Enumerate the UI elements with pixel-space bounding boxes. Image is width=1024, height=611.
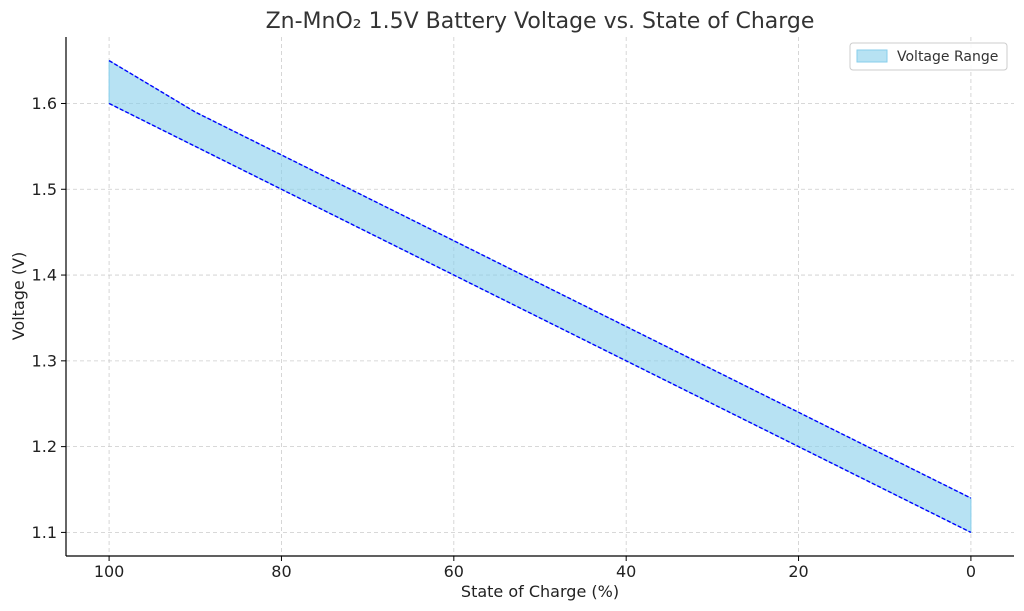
x-tick-label: 40: [616, 562, 636, 581]
x-tick-label: 80: [271, 562, 291, 581]
x-tick-label: 0: [966, 562, 976, 581]
y-tick-label: 1.4: [32, 266, 57, 285]
chart-title: Zn-MnO₂ 1.5V Battery Voltage vs. State o…: [266, 9, 815, 34]
legend-label: Voltage Range: [897, 49, 998, 65]
upper-voltage-line: [108, 59, 972, 499]
legend-swatch: [856, 49, 888, 63]
x-tick-label: 60: [444, 562, 464, 581]
y-axis-title: Voltage (V): [9, 252, 28, 341]
band-boundary-lines: [108, 59, 972, 534]
y-axis-ticks: 1.1 1.2 1.3 1.4 1.5 1.6: [32, 94, 66, 542]
x-axis-title: State of Charge (%): [461, 582, 619, 601]
legend-frame: [849, 42, 1008, 71]
y-tick-label: 1.1: [32, 523, 57, 542]
x-tick-label: 20: [788, 562, 808, 581]
x-axis-ticks: 100 80 60 40 20 0: [94, 556, 976, 581]
axes: [65, 37, 1014, 557]
y-tick-label: 1.2: [32, 437, 57, 456]
lower-voltage-line: [108, 102, 972, 534]
voltage-band: [108, 59, 972, 534]
grid-lines: [66, 37, 1014, 556]
legend: Voltage Range: [849, 42, 1008, 71]
voltage-range-area: [108, 59, 972, 534]
y-tick-label: 1.3: [32, 351, 57, 370]
y-tick-label: 1.6: [32, 94, 57, 113]
y-tick-label: 1.5: [32, 180, 57, 199]
x-tick-label: 100: [94, 562, 125, 581]
